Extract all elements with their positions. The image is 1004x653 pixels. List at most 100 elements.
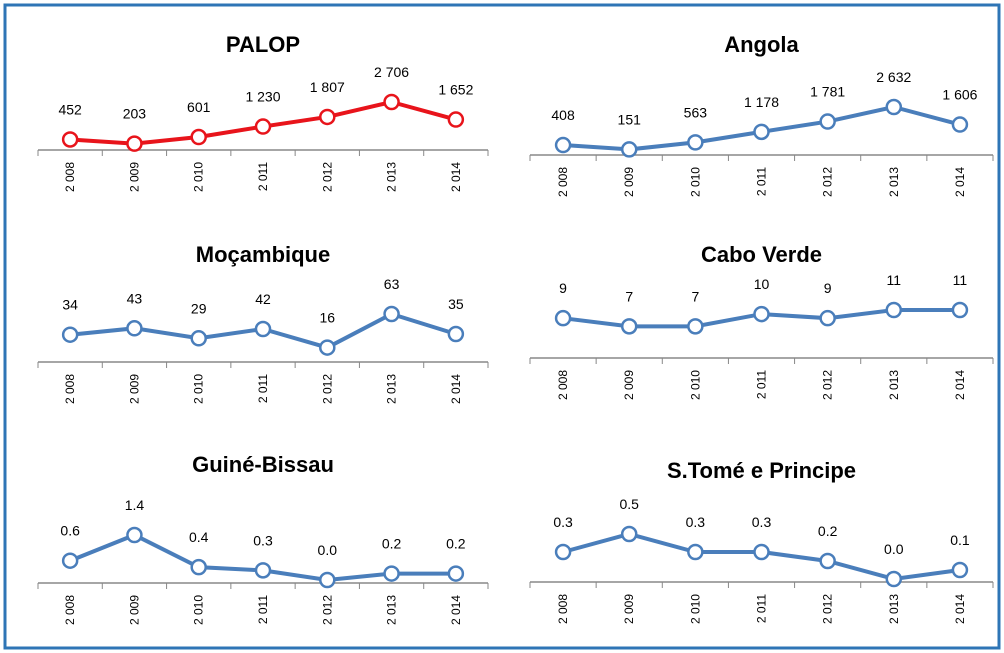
x-tick-label: 2 010 — [192, 162, 206, 192]
point — [447, 565, 465, 582]
x-tick-label: 2 014 — [449, 162, 463, 192]
x-tick-label: 2 011 — [755, 594, 769, 623]
data-label: 0.3 — [553, 514, 573, 530]
point — [319, 339, 336, 356]
point — [620, 525, 638, 543]
data-label: 7 — [691, 288, 699, 304]
data-label: 2 706 — [374, 64, 409, 80]
x-tick-label: 2 013 — [887, 167, 901, 197]
point — [819, 309, 836, 327]
data-label: 1 230 — [245, 89, 280, 105]
chart-title: Angola — [724, 32, 799, 57]
data-label: 0.3 — [752, 514, 772, 530]
chart-title: Moçambique — [196, 242, 330, 267]
x-tick-label: 2 010 — [688, 594, 702, 624]
x-tick-label: 2 009 — [127, 595, 141, 625]
point — [885, 301, 903, 319]
data-label: 203 — [123, 106, 147, 122]
point — [687, 543, 704, 561]
point — [885, 98, 903, 116]
data-label: 0.4 — [189, 529, 209, 545]
x-tick-label: 2 010 — [192, 595, 206, 625]
x-tick-label: 2 011 — [256, 595, 270, 624]
data-label: 35 — [448, 296, 464, 312]
point — [383, 93, 400, 111]
point — [61, 552, 79, 569]
point — [383, 565, 400, 582]
data-label: 0.0 — [318, 542, 338, 558]
x-tick-label: 2 008 — [556, 370, 570, 400]
point — [126, 320, 143, 337]
data-label: 2 632 — [876, 69, 911, 85]
x-tick-label: 2 014 — [953, 167, 967, 197]
x-tick-label: 2 014 — [449, 595, 463, 625]
x-tick-label: 2 012 — [821, 167, 835, 197]
x-tick-label: 2 010 — [688, 370, 702, 400]
point — [951, 301, 969, 319]
data-label: 1 652 — [438, 82, 473, 98]
point — [319, 108, 336, 126]
point — [61, 131, 79, 148]
x-tick-label: 2 009 — [127, 374, 141, 404]
point — [447, 325, 465, 343]
data-label: 9 — [559, 280, 567, 296]
chart-title: Cabo Verde — [701, 242, 822, 267]
point — [383, 305, 400, 323]
point — [190, 330, 207, 347]
x-tick-label: 2 011 — [256, 162, 270, 191]
data-label: 0.2 — [446, 536, 466, 552]
data-label: 11 — [887, 272, 902, 288]
x-tick-label: 2 014 — [953, 370, 967, 400]
data-label: 0.6 — [60, 523, 80, 539]
x-tick-label: 2 008 — [556, 167, 570, 197]
data-label: 63 — [384, 276, 400, 292]
x-tick-label: 2 010 — [688, 167, 702, 197]
point — [447, 111, 465, 128]
x-tick-label: 2 012 — [320, 595, 334, 625]
data-label: 0.1 — [950, 532, 970, 548]
data-label: 563 — [684, 104, 708, 120]
x-tick-label: 2 011 — [755, 167, 769, 196]
point — [620, 141, 638, 158]
data-label: 1.4 — [125, 497, 145, 513]
point — [126, 526, 143, 544]
data-label: 601 — [187, 99, 211, 115]
point — [885, 570, 903, 588]
point — [254, 320, 272, 338]
data-label: 0.2 — [382, 536, 402, 552]
point — [819, 113, 836, 130]
x-tick-label: 2 012 — [320, 374, 334, 404]
point — [687, 318, 704, 335]
x-tick-label: 2 012 — [821, 594, 835, 624]
data-label: 1 606 — [942, 87, 977, 103]
x-tick-label: 2 013 — [385, 595, 399, 625]
data-label: 11 — [953, 272, 968, 288]
data-label: 7 — [625, 288, 633, 304]
data-label: 29 — [191, 300, 207, 316]
chart-title: Guiné-Bissau — [192, 452, 334, 477]
x-tick-label: 2 013 — [887, 370, 901, 400]
data-label: 0.5 — [619, 496, 639, 512]
data-label: 452 — [58, 101, 82, 117]
data-label: 10 — [754, 276, 770, 292]
data-label: 1 178 — [744, 94, 779, 110]
point — [554, 136, 572, 154]
data-label: 0.2 — [818, 523, 838, 539]
data-label: 0.3 — [686, 514, 706, 530]
chart-title: S.Tomé e Principe — [667, 458, 856, 483]
data-label: 0.0 — [884, 541, 904, 557]
point — [254, 118, 272, 135]
x-tick-label: 2 013 — [385, 162, 399, 192]
data-label: 0.3 — [253, 532, 273, 548]
x-tick-label: 2 011 — [256, 374, 270, 403]
x-tick-label: 2 009 — [622, 370, 636, 400]
x-tick-label: 2 008 — [63, 595, 77, 625]
point — [254, 562, 272, 579]
x-tick-label: 2 013 — [385, 374, 399, 404]
point — [951, 116, 969, 133]
point — [190, 128, 207, 146]
x-tick-label: 2 010 — [192, 374, 206, 404]
x-tick-label: 2 009 — [622, 594, 636, 624]
frame — [3, 3, 1001, 650]
